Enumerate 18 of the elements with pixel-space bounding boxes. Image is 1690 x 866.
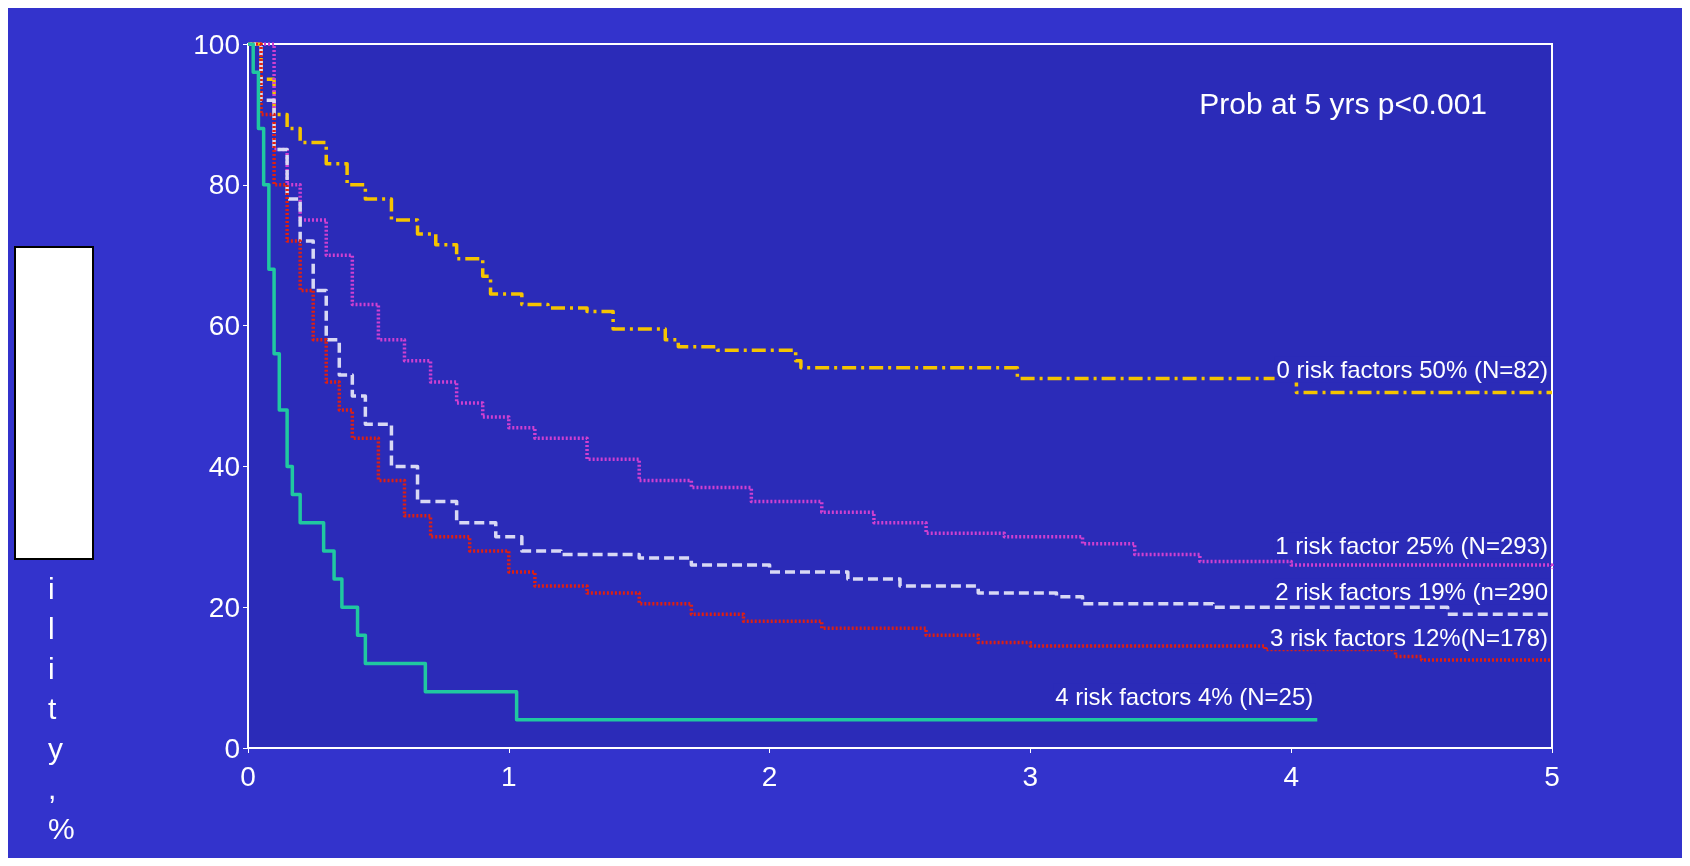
- series-label: 1 risk factor 25% (N=293): [1275, 531, 1548, 559]
- series-label: 0 risk factors 50% (N=82): [1276, 355, 1548, 383]
- y-tick-label: 20: [208, 591, 240, 623]
- x-tick-label: 4: [1283, 760, 1299, 792]
- annotation: Prob at 5 yrs p<0.001: [1199, 86, 1488, 120]
- y-tick-label: 100: [193, 28, 240, 60]
- series-label: 2 risk factors 19% (n=290: [1275, 577, 1548, 605]
- series-label: 3 risk factors 12%(N=178): [1269, 623, 1548, 651]
- x-tick-label: 2: [761, 760, 778, 792]
- y-tick-label: 80: [208, 169, 240, 201]
- y-tick-label: 0: [224, 732, 240, 764]
- x-tick-label: 5: [1544, 760, 1560, 792]
- series-label: 4 risk factors 4% (N=25): [1055, 683, 1314, 711]
- y-tick-label: 40: [208, 450, 240, 482]
- x-tick-label: 1: [501, 760, 517, 792]
- y-axis-title: ility, %: [48, 571, 75, 845]
- y-tick-label: 60: [208, 310, 240, 342]
- x-tick-label: 3: [1022, 760, 1039, 792]
